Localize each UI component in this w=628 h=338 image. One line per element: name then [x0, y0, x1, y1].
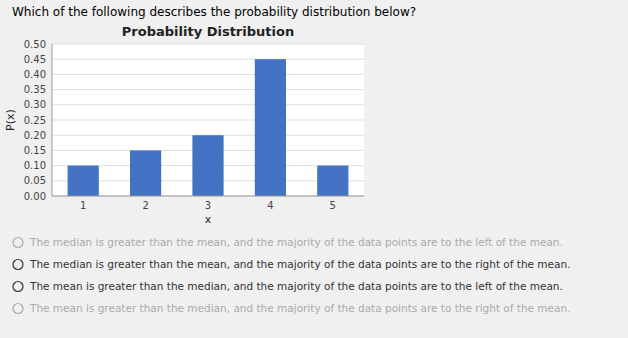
radio-button[interactable] [13, 260, 23, 270]
radio-button[interactable] [13, 238, 23, 248]
answer-option[interactable]: The median is greater than the mean, and… [29, 258, 570, 270]
y-tick-label: 0.35 [24, 84, 46, 95]
x-tick-label: 2 [142, 200, 148, 211]
y-tick-label: 0.20 [24, 130, 46, 141]
y-axis-label: P(x) [4, 109, 17, 131]
x-tick-label: 3 [205, 200, 211, 211]
grid-line [52, 196, 364, 197]
x-tick-label: 5 [330, 200, 336, 211]
radio-button[interactable] [13, 282, 23, 292]
x-tick-label: 4 [267, 200, 273, 211]
grid-line [52, 44, 364, 45]
y-tick-label: 0.25 [24, 115, 46, 126]
chart-root: Which of the following describes the pro… [0, 0, 628, 338]
grid-line [52, 89, 364, 90]
y-tick-label: 0.10 [24, 160, 46, 171]
answer-option[interactable]: The median is greater than the mean, and… [29, 236, 563, 248]
y-axis-line [52, 44, 53, 196]
grid [52, 44, 364, 196]
bar [317, 166, 348, 196]
x-axis-line [52, 196, 364, 197]
y-tick-label: 0.45 [24, 54, 46, 65]
x-tick-label: 1 [80, 200, 86, 211]
x-axis-label: x [205, 213, 212, 226]
bar [192, 135, 223, 196]
bar [130, 150, 161, 196]
y-tick-label: 0.00 [24, 191, 46, 202]
plot-background [52, 44, 364, 196]
radio-button[interactable] [13, 304, 23, 314]
chart-title: Probability Distribution [122, 24, 294, 39]
grid-line [52, 74, 364, 75]
y-tick-label: 0.30 [24, 99, 46, 110]
bars [68, 59, 349, 196]
y-tick-label: 0.40 [24, 69, 46, 80]
y-tick-label: 0.15 [24, 145, 46, 156]
y-tick-label: 0.50 [24, 39, 46, 50]
question-text: Which of the following describes the pro… [12, 5, 416, 19]
grid-line [52, 120, 364, 121]
bar [68, 166, 99, 196]
grid-line [52, 104, 364, 105]
y-tick-label: 0.05 [24, 175, 46, 186]
answer-option[interactable]: The mean is greater than the median, and… [29, 302, 570, 314]
bar [255, 59, 286, 196]
answer-option[interactable]: The mean is greater than the median, and… [29, 280, 563, 292]
grid-line [52, 59, 364, 60]
